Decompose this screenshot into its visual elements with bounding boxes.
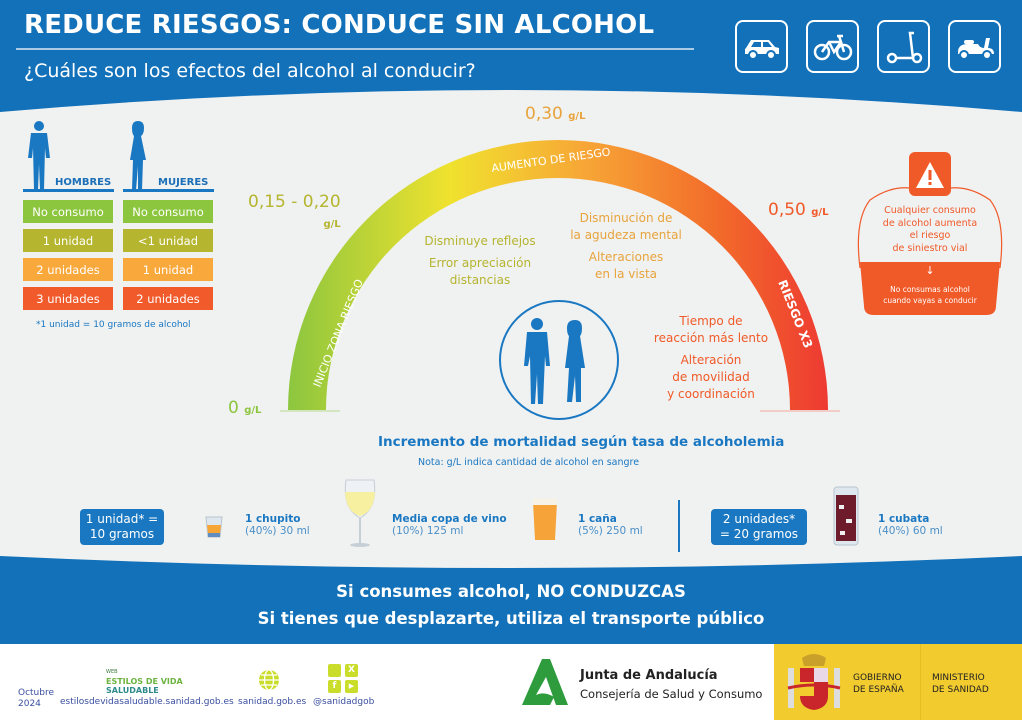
men-column-rule (23, 189, 114, 192)
women-row-mid: 1 unidad (123, 258, 213, 281)
gobierno-espana-label: GOBIERNO DE ESPAÑA (853, 673, 904, 695)
junta-title: Junta de Andalucía (580, 668, 718, 683)
level-015-020: 0,15 - 0,20 g/L (248, 192, 341, 230)
effects-high: Tiempo de reacción más lento Alteración … (653, 314, 769, 401)
spain-coat-of-arms-icon (787, 654, 841, 710)
effects-low: Disminuye reflejos Error apreciación dis… (424, 234, 536, 287)
header-background (0, 0, 1022, 112)
warning-panel (857, 152, 1003, 315)
shot-glass-icon (205, 516, 223, 538)
warning-message: Cualquier consumo de alcohol aumenta el … (882, 205, 978, 254)
social-icons: X f ▶ (328, 664, 360, 694)
women-row-low: <1 unidad (123, 229, 213, 252)
car-icon (735, 20, 788, 73)
instagram-icon[interactable] (328, 664, 341, 677)
band-message-2: Si tienes que desplazarte, utiliza el tr… (257, 609, 765, 628)
beer-glass-icon (533, 498, 557, 540)
junta-subtitle: Consejería de Salud y Consumo (580, 687, 763, 701)
men-column: No consumo 1 unidad 2 unidades 3 unidade… (23, 200, 113, 310)
men-row-high: 3 unidades (23, 287, 113, 310)
woman-silhouette-icon (130, 121, 146, 190)
esv-link[interactable]: estilosdevidasaludable.sanidad.gob.es (60, 697, 234, 707)
scooter-icon (877, 20, 930, 73)
drinks-divider (678, 500, 680, 552)
arrow-down-icon: ↓ (925, 264, 935, 277)
page-title: REDUCE RIESGOS: CONDUCE SIN ALCOHOL (24, 10, 655, 40)
men-row-low: 1 unidad (23, 229, 113, 252)
gov-divider (920, 644, 921, 720)
gauge-note: Nota: g/L indica cantidad de alcohol en … (418, 457, 640, 468)
man-silhouette-icon (28, 121, 50, 190)
message-band (0, 556, 1022, 644)
one-unit-box: 1 unidad* = 10 gramos (80, 509, 164, 545)
ministerio-sanidad-label: MINISTERIO DE SANIDAD (932, 673, 989, 695)
men-row-mid: 2 unidades (23, 258, 113, 281)
unit-footnote: *1 unidad = 10 gramos de alcohol (36, 320, 191, 330)
esv-logo: WEB ESTILOS DE VIDA SALUDABLE (106, 669, 183, 695)
junta-andalucia-logo-icon (522, 659, 568, 705)
wine-glass-icon (344, 479, 376, 547)
warning-triangle-icon (850, 150, 1010, 200)
publication-date: Octubre 2024 (18, 688, 55, 709)
level-050: 0,50 g/L (768, 200, 829, 220)
cocktail-glass-icon (833, 486, 859, 546)
men-row-none: No consumo (23, 200, 113, 223)
drink-wine: Media copa de vino (10%) 125 ml (392, 513, 507, 537)
women-column: No consumo <1 unidad 1 unidad 2 unidades (123, 200, 213, 310)
sanidad-link[interactable]: sanidad.gob.es (238, 697, 307, 707)
two-units-box: 2 unidades* = 20 gramos (711, 509, 807, 545)
band-message-1: Si consumes alcohol, NO CONDUZCAS (336, 582, 686, 601)
bicycle-icon (806, 20, 859, 73)
women-row-none: No consumo (123, 200, 213, 223)
couple-icon (499, 300, 619, 420)
facebook-icon[interactable]: f (328, 680, 341, 693)
drink-shot: 1 chupito (40%) 30 ml (245, 513, 310, 537)
motorbike-icon (948, 20, 1001, 73)
men-column-label: HOMBRES (55, 177, 112, 188)
gauge-caption: Incremento de mortalidad según tasa de a… (378, 434, 785, 450)
women-column-label: MUJERES (158, 177, 209, 188)
warning-advice: No consumas alcohol cuando vayas a condu… (883, 285, 977, 305)
women-row-high: 2 unidades (123, 287, 213, 310)
youtube-icon[interactable]: ▶ (345, 680, 358, 693)
globe-icon (259, 669, 279, 691)
x-icon[interactable]: X (345, 664, 358, 677)
social-handle[interactable]: @sanidadgob (313, 697, 375, 707)
drink-cubata: 1 cubata (40%) 60 ml (878, 513, 943, 537)
level-0: 0 g/L (228, 398, 262, 418)
title-divider (16, 48, 694, 50)
drink-beer: 1 caña (5%) 250 ml (578, 513, 643, 537)
women-column-rule (123, 189, 214, 192)
risk-gauge-arc: INICIO ZONA RIESGO AUMENTO DE RIESGO RIE… (280, 140, 840, 412)
page-subtitle: ¿Cuáles son los efectos del alcohol al c… (24, 60, 476, 82)
level-030: 0,30 g/L (525, 104, 586, 124)
effects-mid: Disminución de la agudeza mental Alterac… (570, 211, 682, 281)
